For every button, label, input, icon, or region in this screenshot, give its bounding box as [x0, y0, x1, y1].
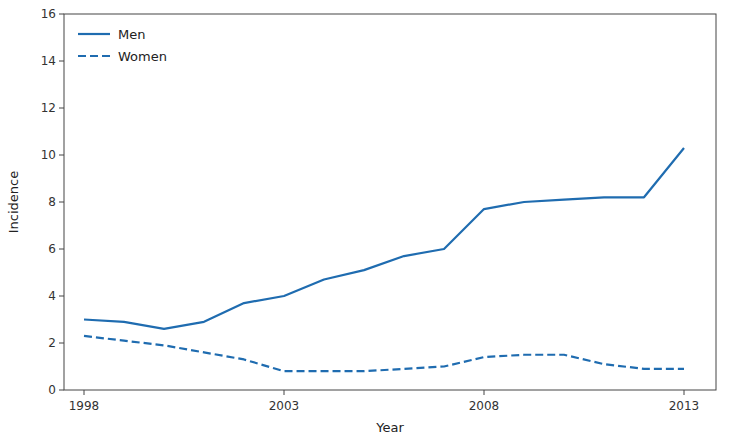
y-tick-label: 10: [41, 148, 56, 162]
x-tick: [684, 390, 685, 395]
legend-label: Women: [118, 49, 167, 64]
chart-container: 0 2 4 6 8 10 12 14 16 1998 2003 2008 2013 Year Inciden…: [0, 0, 734, 444]
x-tick: [484, 390, 485, 395]
plot-frame: [64, 14, 716, 390]
y-tick: [59, 390, 64, 391]
series-group: [84, 148, 684, 371]
y-tick-label: 16: [41, 7, 56, 21]
x-tick: [84, 390, 85, 395]
y-tick-label: 6: [48, 242, 56, 256]
y-tick-label: 12: [41, 101, 56, 115]
y-tick: [59, 249, 64, 250]
x-axis-label: Year: [375, 420, 404, 435]
x-tick-label: 2008: [469, 399, 500, 413]
x-tick: [284, 390, 285, 395]
y-tick-label: 0: [48, 383, 56, 397]
legend-swatch: [78, 55, 110, 57]
y-axis-label: Incidence: [6, 171, 21, 233]
y-tick: [59, 343, 64, 344]
series-line: [84, 148, 684, 329]
legend: Men Women: [78, 27, 167, 64]
x-tick-label: 2003: [269, 399, 300, 413]
y-tick-label: 2: [48, 336, 56, 350]
y-tick-label: 8: [48, 195, 56, 209]
legend-swatch: [78, 33, 110, 35]
y-tick: [59, 14, 64, 15]
y-tick-label: 14: [41, 54, 56, 68]
series-line: [84, 336, 684, 371]
x-tick-label: 1998: [69, 399, 100, 413]
y-tick: [59, 202, 64, 203]
y-tick: [59, 155, 64, 156]
legend-label: Men: [118, 27, 145, 42]
y-tick: [59, 108, 64, 109]
chart: 0 2 4 6 8 10 12 14 16 1998 2003 2008 2013 Year Inciden…: [0, 0, 734, 444]
x-tick-label: 2013: [669, 399, 700, 413]
y-tick-label: 4: [48, 289, 56, 303]
y-tick: [59, 61, 64, 62]
y-tick: [59, 296, 64, 297]
